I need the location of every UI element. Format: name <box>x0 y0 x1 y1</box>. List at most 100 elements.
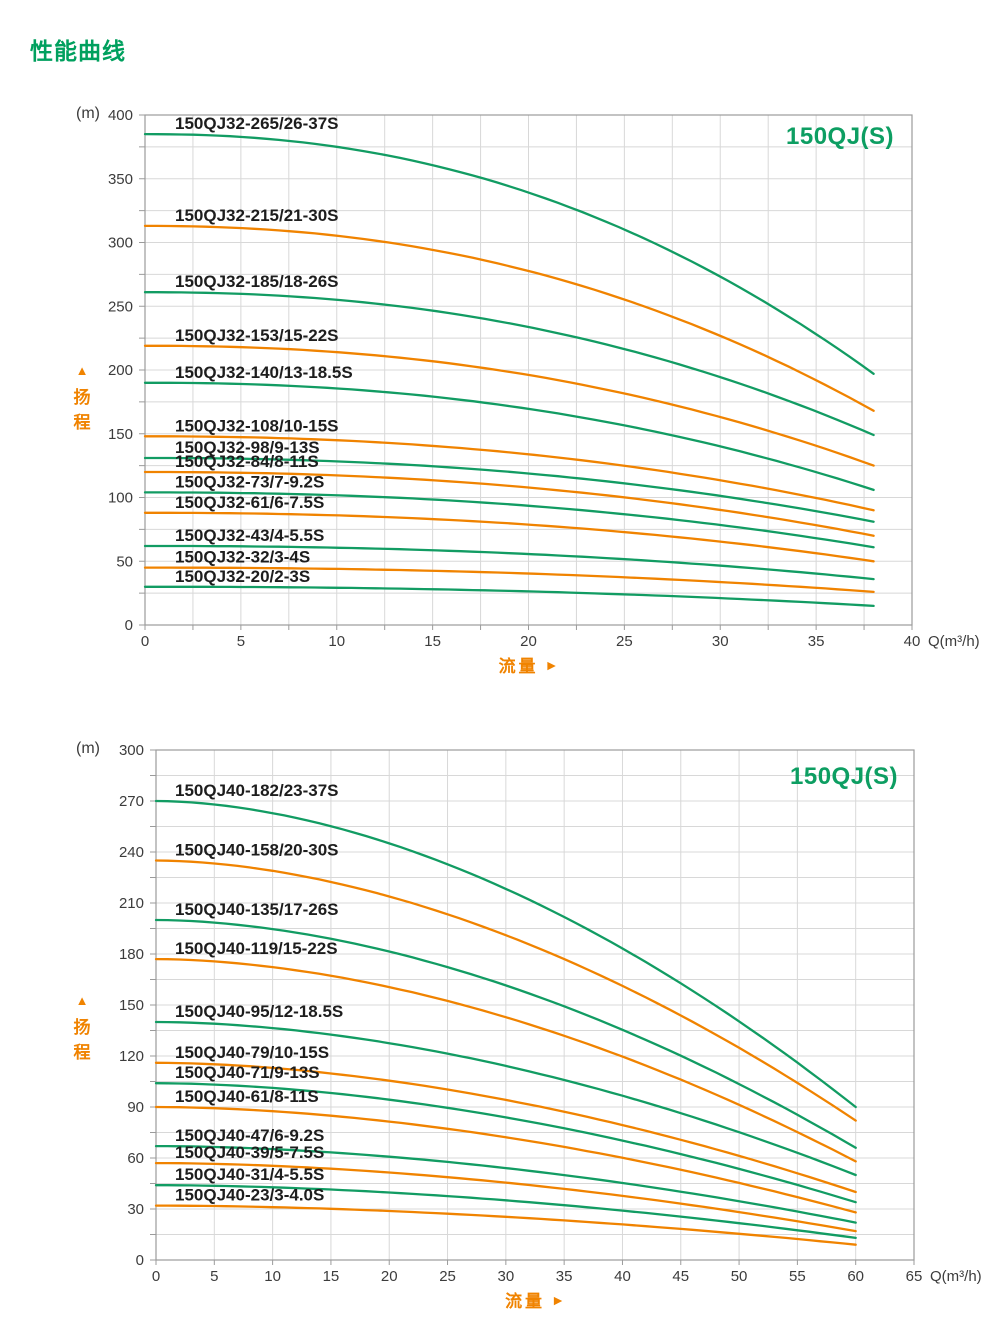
y-tick-label: 400 <box>108 107 133 124</box>
curve-label: 150QJ40-31/4-5.5S <box>175 1165 324 1184</box>
curve-label: 150QJ40-135/17-26S <box>175 900 339 919</box>
x-tick-label: 5 <box>210 1268 218 1285</box>
chart2-series-title: 150QJ(S) <box>790 763 899 790</box>
y-tick-label: 150 <box>108 426 133 443</box>
y-tick-label: 350 <box>108 171 133 188</box>
curve-label: 150QJ32-215/21-30S <box>175 206 339 225</box>
x-tick-label: 10 <box>328 633 345 650</box>
y-tick-label: 0 <box>125 617 133 634</box>
y-tick-label: 240 <box>119 844 144 861</box>
x-tick-label: 45 <box>672 1268 689 1285</box>
pump-curve <box>143 224 875 412</box>
y-tick-label: 300 <box>119 742 144 759</box>
x-tick-label: 40 <box>614 1268 631 1285</box>
pump-curve <box>143 435 875 512</box>
y-tick-label: 30 <box>127 1201 144 1218</box>
pump-curve <box>154 1161 857 1233</box>
curve-label: 150QJ40-71/9-13S <box>175 1063 320 1082</box>
pump-curve <box>154 859 857 1122</box>
curve-label: 150QJ32-73/7-9.2S <box>175 472 324 491</box>
y-tick-label: 100 <box>108 490 133 507</box>
x-tick-label: 30 <box>498 1268 515 1285</box>
y-tick-label: 300 <box>108 235 133 252</box>
right-arrow-icon: ► <box>544 656 559 673</box>
y-tick-label: 210 <box>119 895 144 912</box>
curve-label: 150QJ40-61/8-11S <box>175 1087 319 1106</box>
y-tick-label: 60 <box>127 1150 144 1167</box>
x-tick-label: 35 <box>808 633 825 650</box>
x-tick-label: 25 <box>439 1268 456 1285</box>
y-tick-label: 270 <box>119 793 144 810</box>
chart2-x-axis-name: 流量 ► <box>156 1287 914 1312</box>
curve-label: 150QJ32-98/9-13S <box>175 438 320 457</box>
curve-label: 150QJ32-32/3-4S <box>175 548 310 567</box>
pump-curve <box>143 491 875 549</box>
x-tick-label: 50 <box>731 1268 748 1285</box>
up-arrow-icon: ▲ <box>75 363 89 378</box>
plot-border <box>144 114 913 626</box>
pump-chart-2: 150QJ40-182/23-37S 150QJ40-158/20-30S 150Q… <box>76 740 982 1285</box>
chart2-x-axis-label: 流量 <box>505 1292 546 1311</box>
pump-curve <box>143 456 875 523</box>
curve-label: 150QJ40-39/5-7.5S <box>175 1143 324 1162</box>
y-tick-label: 250 <box>108 298 133 315</box>
pump-curve <box>154 1105 857 1214</box>
x-tick-label: 5 <box>237 633 245 650</box>
pump-chart-1: 150QJ32-265/26-37S 150QJ32-215/21-30S 150Q… <box>76 105 980 650</box>
y-tick-label: 50 <box>116 553 133 570</box>
curve-label: 150QJ40-158/20-30S <box>175 841 339 860</box>
curve-label: 150QJ32-185/18-26S <box>175 272 339 291</box>
y-unit-label: (m) <box>76 105 100 122</box>
curve-label: 150QJ40-95/12-18.5S <box>175 1002 343 1021</box>
x-tick-label: 0 <box>152 1268 160 1285</box>
pump-curve <box>143 511 875 563</box>
chart1-series-title: 150QJ(S) <box>786 123 895 150</box>
curve-label: 150QJ32-61/6-7.5S <box>175 493 324 512</box>
pump-curve <box>154 799 857 1109</box>
x-tick-label: 10 <box>264 1268 281 1285</box>
x-tick-label: 40 <box>904 633 921 650</box>
x-tick-label: 25 <box>616 633 633 650</box>
x-tick-label: 0 <box>141 633 149 650</box>
x-tick-label: 30 <box>712 633 729 650</box>
plot-border <box>155 749 915 1261</box>
curve-label: 150QJ32-265/26-37S <box>175 114 339 133</box>
up-arrow-icon: ▲ <box>75 993 89 1008</box>
x-tick-label: 20 <box>381 1268 398 1285</box>
pump-curve <box>143 566 875 594</box>
pump-curve <box>143 132 875 375</box>
y-tick-label: 200 <box>108 362 133 379</box>
y-tick-label: 120 <box>119 1048 144 1065</box>
curve-label: 150QJ32-108/10-15S <box>175 416 339 435</box>
pump-curve <box>154 1020 857 1177</box>
curve-label: 150QJ32-153/15-22S <box>175 326 339 345</box>
curve-label: 150QJ40-182/23-37S <box>175 781 339 800</box>
pump-curve <box>143 344 875 467</box>
pump-curve <box>154 918 857 1149</box>
pump-curve <box>154 1061 857 1194</box>
pump-curve <box>143 585 875 608</box>
page-title: 性能曲线 <box>30 38 126 64</box>
x-tick-label: 65 <box>906 1268 923 1285</box>
curve-label: 150QJ40-79/10-15S <box>175 1043 329 1062</box>
x-tick-label: 35 <box>556 1268 573 1285</box>
curve-label: 150QJ32-84/8-11S <box>175 452 319 471</box>
pump-curve <box>143 544 875 581</box>
x-tick-label: 55 <box>789 1268 806 1285</box>
pump-curve <box>154 957 857 1163</box>
chart1-y-axis-name: ▲ 扬程 <box>63 364 101 435</box>
curve-label: 150QJ32-140/13-18.5S <box>175 363 353 382</box>
curve-label: 150QJ40-47/6-9.2S <box>175 1126 324 1145</box>
curve-label: 150QJ32-20/2-3S <box>175 567 310 586</box>
pump-curve <box>154 1144 857 1224</box>
chart2-y-axis-label: 扬程 <box>73 1018 91 1062</box>
x-tick-label: 15 <box>323 1268 340 1285</box>
right-arrow-icon: ► <box>551 1291 565 1308</box>
chart1-x-axis-name: 流量 ► <box>145 652 912 677</box>
chart2-y-axis-name: ▲ 扬程 <box>63 994 101 1065</box>
x-tick-label: 20 <box>520 633 537 650</box>
y-unit-label: (m) <box>76 740 100 757</box>
pump-curve <box>154 1204 857 1246</box>
